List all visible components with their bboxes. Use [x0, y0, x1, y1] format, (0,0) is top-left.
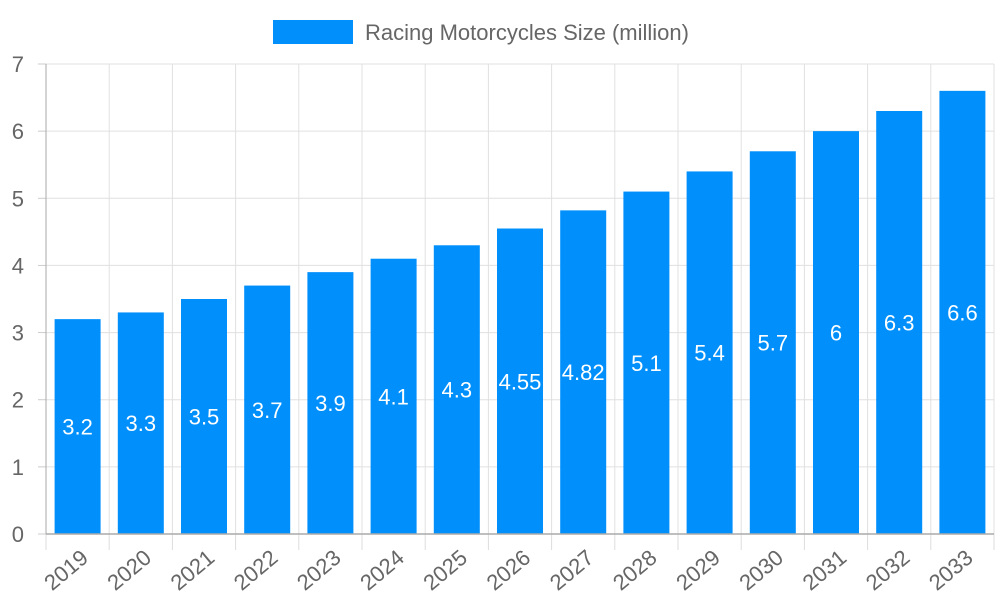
bar	[623, 191, 670, 535]
y-tick-label: 3	[12, 321, 24, 346]
x-tick-label: 2025	[418, 545, 472, 596]
bar	[307, 272, 354, 534]
y-tick-label: 5	[12, 186, 24, 211]
data-label: 4.82	[562, 360, 605, 385]
bar	[813, 131, 859, 534]
data-label: 3.5	[189, 405, 220, 430]
x-tick-label: 2029	[671, 545, 725, 596]
y-tick-label: 6	[12, 119, 24, 144]
data-label: 3.7	[252, 398, 283, 423]
x-tick-label: 2020	[102, 545, 156, 596]
x-tick-label: 2024	[355, 545, 409, 596]
data-label: 3.3	[126, 411, 157, 436]
data-label: 6	[830, 321, 842, 346]
bar	[433, 245, 480, 535]
y-tick-label: 2	[12, 388, 24, 413]
data-label: 4.55	[499, 369, 542, 394]
x-tick-label: 2019	[39, 545, 93, 596]
bar	[54, 319, 101, 534]
data-label: 3.9	[315, 391, 346, 416]
bar	[117, 312, 164, 534]
x-tick-label: 2030	[734, 545, 788, 596]
data-label: 6.3	[884, 311, 915, 336]
bar	[244, 285, 291, 534]
y-tick-label: 1	[12, 455, 24, 480]
legend-swatch	[273, 20, 353, 44]
data-label: 5.1	[631, 351, 662, 376]
x-tick-label: 2026	[482, 545, 536, 596]
data-label: 5.4	[694, 341, 725, 366]
bar	[749, 151, 796, 535]
bar	[686, 171, 733, 534]
x-tick-label: 2028	[608, 545, 662, 596]
data-label: 4.1	[378, 384, 409, 409]
x-tick-label: 2027	[545, 545, 599, 596]
x-tick-label: 2023	[292, 545, 346, 596]
y-tick-label: 4	[12, 253, 24, 278]
data-label: 3.2	[62, 415, 93, 440]
bar	[939, 90, 986, 534]
legend[interactable]: Racing Motorcycles Size (million)	[273, 20, 689, 45]
bar	[181, 299, 227, 534]
x-tick-label: 2031	[798, 545, 852, 596]
x-tick-label: 2033	[924, 545, 978, 596]
bar	[497, 228, 543, 534]
bar	[370, 258, 417, 534]
data-label: 6.6	[947, 300, 978, 325]
bar	[876, 111, 923, 534]
y-tick-label: 0	[12, 522, 24, 547]
legend-label: Racing Motorcycles Size (million)	[365, 20, 689, 45]
y-tick-label: 7	[12, 52, 24, 77]
data-label: 4.3	[442, 378, 473, 403]
data-label: 5.7	[758, 331, 789, 356]
x-tick-label: 2022	[229, 545, 283, 596]
x-tick-label: 2021	[166, 545, 220, 596]
bar	[560, 210, 607, 534]
x-tick-label: 2032	[861, 545, 915, 596]
